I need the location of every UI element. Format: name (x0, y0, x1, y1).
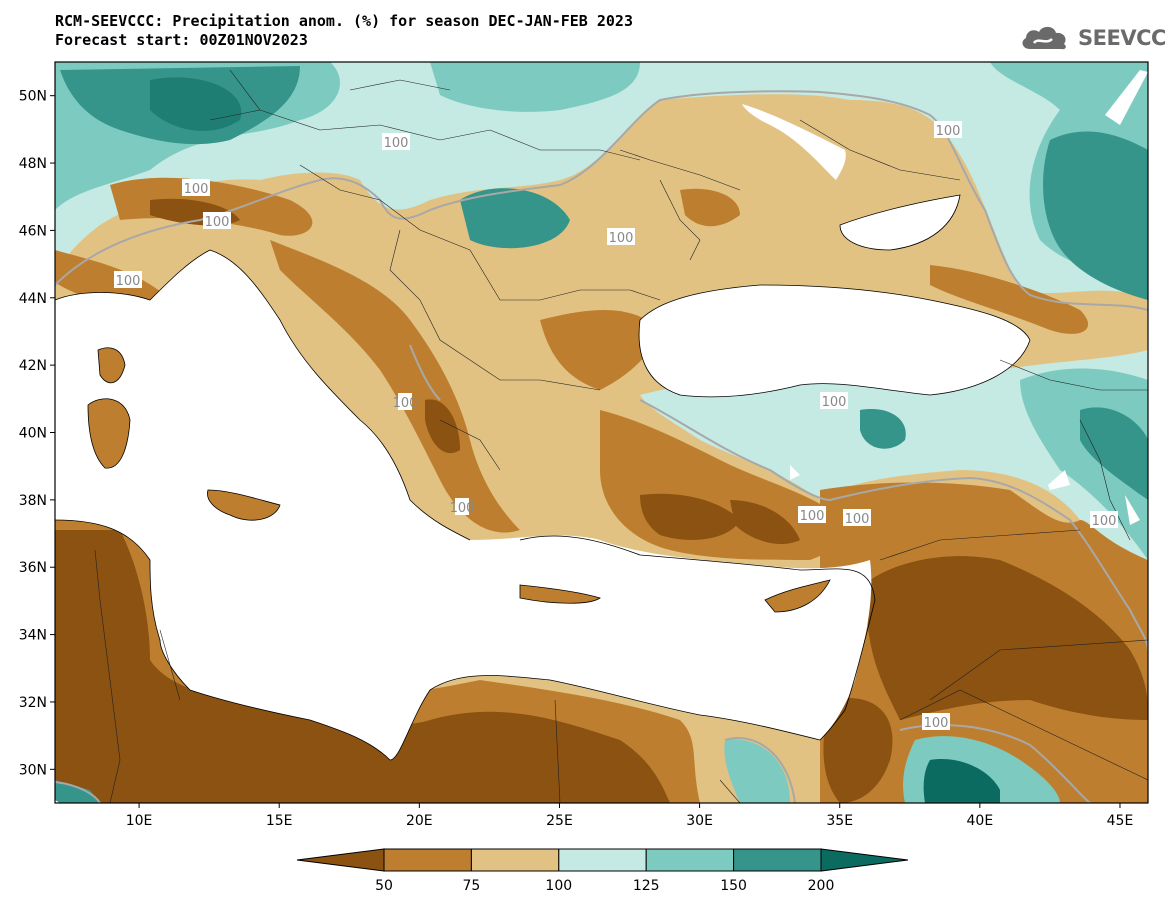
contour-label: 100 (182, 179, 210, 197)
svg-text:100: 100 (116, 274, 141, 289)
svg-text:100: 100 (845, 512, 870, 527)
lat-tick-label: 30N (19, 762, 47, 778)
contour-label: 100 (607, 228, 635, 246)
lat-tick-label: 38N (19, 493, 47, 509)
colorbar-label: 150 (720, 878, 747, 894)
contour-label: 100 (820, 392, 848, 410)
colorbar: 50 75 100 125 150 200 (296, 848, 909, 894)
colorbar-box (470, 848, 560, 872)
svg-text:100: 100 (184, 182, 209, 197)
colorbar-label: 125 (633, 878, 660, 894)
svg-text:100: 100 (384, 136, 409, 151)
forecast-start: Forecast start: 00Z01NOV2023 (55, 31, 308, 49)
contour-label: 100 (922, 713, 950, 731)
lat-tick-label: 42N (19, 358, 47, 374)
lon-tick-label: 30E (686, 813, 713, 829)
lon-tick-label: 15E (266, 813, 293, 829)
svg-text:100: 100 (393, 396, 418, 411)
contour-label: 100 (382, 133, 410, 151)
coastlines (55, 194, 1031, 761)
colorbar-box (733, 848, 822, 872)
colorbar-label: 50 (375, 878, 393, 894)
lat-tick-label: 36N (19, 560, 47, 576)
svg-text:100: 100 (1092, 514, 1117, 529)
contour-label: 100 (843, 509, 871, 527)
lat-tick-label: 32N (19, 695, 47, 711)
colorbar-upper-extend (820, 848, 909, 872)
logo-text: SEEVCCC (1078, 26, 1165, 50)
lat-tick-label: 34N (19, 628, 47, 644)
lon-axis: 10E 15E 20E 25E 30E 35E 40E 45E (126, 803, 1134, 829)
lon-tick-label: 40E (967, 813, 994, 829)
contour-labels: 100 100 100 100 100 100 100 100 100 100 … (114, 121, 1118, 731)
contour-label: 100 (798, 506, 826, 524)
colorbar-box (645, 848, 735, 872)
svg-text:100: 100 (205, 215, 230, 230)
lat-axis: 50N 48N 46N 44N 42N 40N 38N 36N 34N 32N 30N (19, 89, 55, 778)
svg-text:100: 100 (800, 509, 825, 524)
lat-tick-label: 50N (19, 89, 47, 105)
contour-label: 100 (934, 121, 962, 139)
contour-label: 100 (393, 393, 418, 411)
country-borders (94, 69, 1148, 803)
colorbar-label: 75 (462, 878, 480, 894)
svg-text:100: 100 (609, 231, 634, 246)
title-block: RCM-SEEVCCC: Precipitation anom. (%) for… (55, 12, 633, 50)
svg-text:100: 100 (822, 395, 847, 410)
map-title: RCM-SEEVCCC: Precipitation anom. (%) for… (55, 12, 633, 30)
svg-text:100: 100 (450, 501, 475, 516)
seevccc-logo: SEEVCCC (1018, 22, 1165, 54)
colorbar-box (383, 848, 472, 872)
lat-tick-label: 48N (19, 156, 47, 172)
colorbar-lower-extend (296, 848, 385, 872)
precip-anomaly-field (55, 62, 1148, 803)
lat-tick-label: 40N (19, 426, 47, 442)
lon-tick-label: 10E (126, 813, 153, 829)
lat-tick-label: 44N (19, 291, 47, 307)
svg-text:100: 100 (936, 124, 961, 139)
colorbar-box (558, 848, 647, 872)
lon-tick-label: 20E (406, 813, 433, 829)
colorbar-label: 100 (545, 878, 572, 894)
contour-label: 100 (450, 498, 475, 516)
contour-100-lines (55, 90, 1148, 803)
colorbar-label: 200 (808, 878, 835, 894)
contour-label: 100 (1090, 511, 1118, 529)
lon-tick-label: 35E (826, 813, 853, 829)
lat-tick-label: 46N (19, 223, 47, 239)
lon-tick-label: 45E (1107, 813, 1134, 829)
contour-label: 100 (203, 212, 231, 230)
contour-label: 100 (114, 271, 142, 289)
lon-tick-label: 25E (546, 813, 573, 829)
svg-text:100: 100 (924, 716, 949, 731)
cloud-icon (1022, 26, 1066, 50)
